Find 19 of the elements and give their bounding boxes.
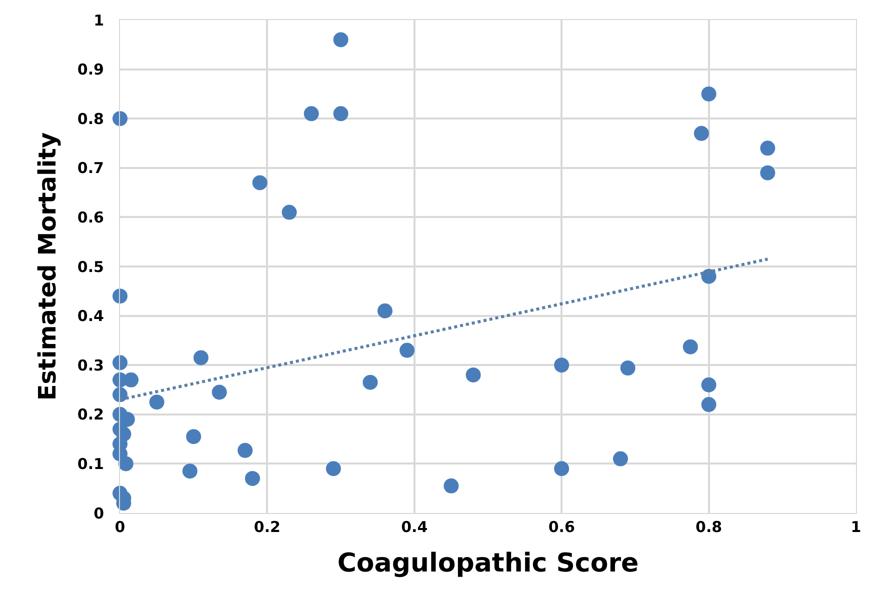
y-tick-label: 0.9 [77,60,104,79]
y-axis-title: Estimated Mortality [34,132,62,401]
y-tick-label: 0.3 [77,356,104,374]
x-axis-title: Coagulopathic Score [337,548,639,579]
y-tick-label: 1 [94,11,104,30]
y-tick-label: 0.1 [77,454,104,473]
y-tick-label: 0.2 [77,406,104,424]
x-tick-label: 0.6 [548,518,575,536]
y-tick-label: 0.6 [77,208,104,226]
y-tick-label: 0.5 [77,258,104,276]
x-tick-label: 0.4 [401,518,428,536]
y-tick-label: 0.7 [77,159,104,178]
x-tick-label: 0 [114,518,126,536]
y-tick-label: 0.4 [77,307,104,326]
x-tick-label: 0.8 [696,518,722,536]
x-tick-label: 0.2 [254,518,280,536]
x-tick-label: 1 [850,518,862,536]
y-tick-label: 0.8 [77,110,104,128]
y-tick-label: 0 [94,504,104,522]
